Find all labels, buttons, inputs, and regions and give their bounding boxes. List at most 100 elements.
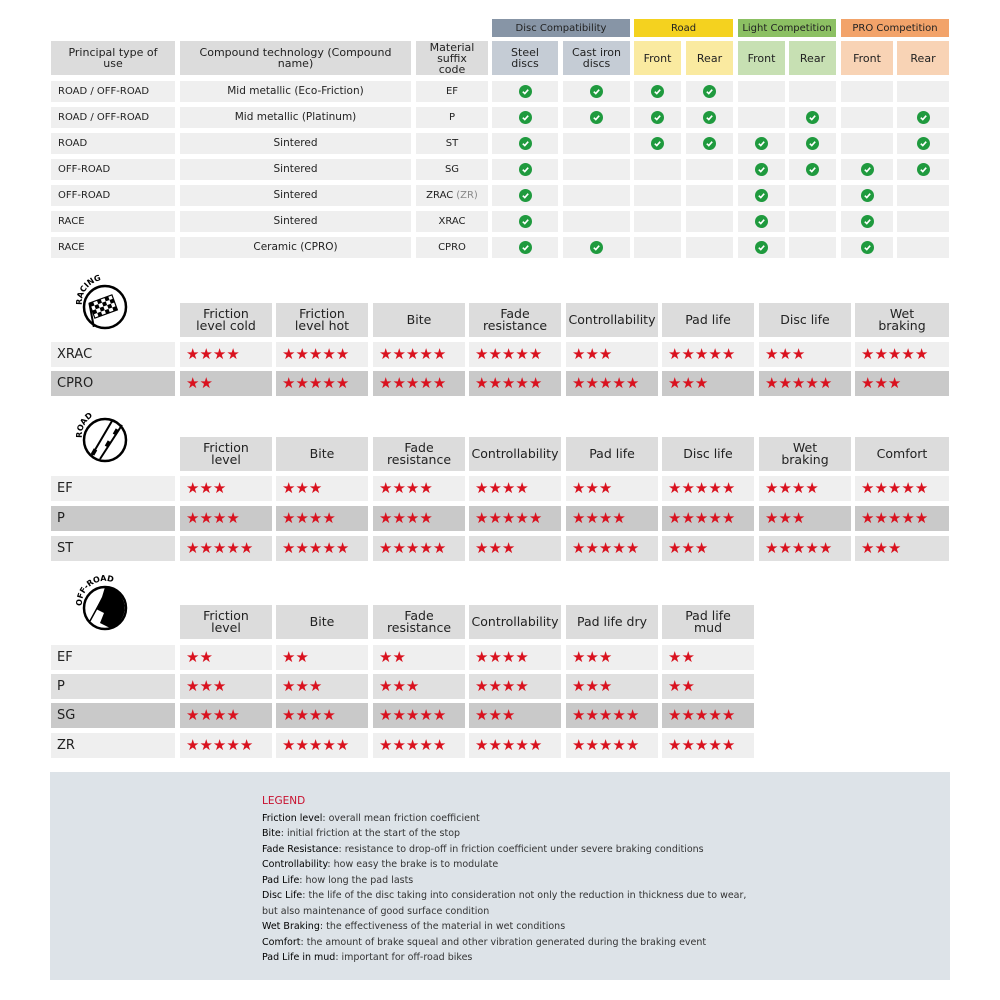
check-cell bbox=[563, 107, 630, 128]
star-icon: ★ bbox=[874, 345, 888, 363]
rating-row-label: P bbox=[51, 506, 175, 531]
legend-term: Friction level bbox=[262, 812, 323, 824]
check-circle-icon bbox=[755, 163, 768, 176]
star-icon: ★ bbox=[392, 374, 406, 392]
star-icon: ★ bbox=[528, 736, 543, 754]
star-icon: ★ bbox=[488, 677, 502, 695]
check-circle-icon bbox=[860, 215, 874, 228]
check-cell bbox=[686, 237, 733, 258]
legend-description: : initial friction at the start of the s… bbox=[280, 828, 461, 839]
star-icon: ★ bbox=[625, 374, 640, 392]
star-icon: ★ bbox=[778, 374, 792, 392]
legend-item: but also maintenance of good surface con… bbox=[262, 904, 746, 920]
star-icon: ★ bbox=[765, 345, 779, 363]
rating-column-header: Friction level hot bbox=[276, 303, 368, 337]
legend-term: Bite bbox=[262, 828, 281, 839]
star-icon: ★ bbox=[212, 736, 227, 754]
star-icon: ★ bbox=[186, 736, 200, 754]
star-rating: ★ ★ ★ ★ ★ bbox=[662, 506, 754, 531]
star-rating: ★ ★ ★ ★ ★ bbox=[855, 506, 949, 531]
star-icon: ★ bbox=[322, 374, 336, 392]
legend-description: : important for off-road bikes bbox=[335, 952, 473, 963]
check-cell bbox=[686, 81, 733, 102]
rating-row-label: ST bbox=[51, 536, 175, 561]
check-cell bbox=[492, 107, 558, 128]
star-rating: ★ ★ ★ ★ ★ bbox=[662, 733, 754, 758]
star-icon: ★ bbox=[488, 479, 502, 497]
star-icon: ★ bbox=[515, 736, 529, 754]
star-icon: ★ bbox=[475, 345, 489, 363]
star-icon: ★ bbox=[668, 539, 682, 557]
star-icon: ★ bbox=[308, 706, 323, 724]
check-circle-icon bbox=[703, 137, 716, 150]
use-cell: ROAD bbox=[51, 133, 175, 154]
code-text: ST bbox=[445, 138, 459, 149]
star-icon: ★ bbox=[322, 706, 336, 724]
star-rating: ★ ★ ★ ★ bbox=[180, 703, 272, 728]
star-icon: ★ bbox=[612, 509, 626, 527]
star-icon: ★ bbox=[572, 677, 586, 695]
star-icon: ★ bbox=[405, 345, 420, 363]
star-icon: ★ bbox=[598, 677, 613, 695]
star-icon: ★ bbox=[887, 345, 902, 363]
star-rating: ★ ★ ★ ★ ★ bbox=[180, 733, 272, 758]
star-rating: ★ ★ ★ bbox=[180, 674, 272, 699]
star-icon: ★ bbox=[405, 706, 420, 724]
star-icon: ★ bbox=[199, 374, 213, 392]
star-icon: ★ bbox=[295, 539, 309, 557]
check-circle-icon bbox=[518, 85, 532, 98]
column-header: Cast iron discs bbox=[563, 41, 630, 75]
check-circle-icon bbox=[860, 189, 874, 202]
star-icon: ★ bbox=[212, 479, 227, 497]
legend-term: Wet Braking bbox=[262, 921, 320, 932]
check-circle-icon bbox=[518, 137, 532, 150]
rating-column-header: Friction level cold bbox=[180, 303, 272, 337]
check-cell bbox=[738, 107, 785, 128]
check-cell bbox=[563, 185, 630, 206]
check-cell bbox=[841, 133, 893, 154]
star-icon: ★ bbox=[199, 736, 213, 754]
star-icon: ★ bbox=[805, 539, 819, 557]
check-cell bbox=[897, 133, 949, 154]
star-icon: ★ bbox=[392, 648, 406, 666]
star-icon: ★ bbox=[419, 706, 433, 724]
star-icon: ★ bbox=[379, 648, 393, 666]
star-icon: ★ bbox=[475, 374, 489, 392]
check-cell bbox=[789, 159, 836, 180]
check-cell bbox=[897, 237, 949, 258]
check-cell bbox=[738, 159, 785, 180]
star-icon: ★ bbox=[791, 539, 806, 557]
star-rating: ★ ★ ★ ★ bbox=[180, 342, 272, 367]
star-rating: ★ ★ ★ ★ ★ bbox=[566, 703, 658, 728]
rating-column-header: Controllability bbox=[469, 437, 561, 471]
star-icon: ★ bbox=[681, 345, 695, 363]
star-icon: ★ bbox=[914, 345, 929, 363]
check-circle-icon bbox=[860, 241, 874, 254]
legend-term: Fade Resistance bbox=[262, 843, 339, 855]
star-icon: ★ bbox=[721, 509, 736, 527]
rating-column-header: Controllability bbox=[566, 303, 658, 337]
star-icon: ★ bbox=[475, 539, 489, 557]
column-header: Steel discs bbox=[492, 41, 558, 75]
star-rating: ★ ★ ★ ★ bbox=[373, 506, 465, 531]
star-icon: ★ bbox=[308, 345, 323, 363]
star-icon: ★ bbox=[335, 539, 350, 557]
star-icon: ★ bbox=[778, 509, 792, 527]
rating-column-header: Wet braking bbox=[855, 303, 949, 337]
star-icon: ★ bbox=[585, 539, 599, 557]
star-icon: ★ bbox=[282, 479, 296, 497]
code-cell: P bbox=[416, 107, 488, 128]
star-icon: ★ bbox=[226, 509, 240, 527]
check-cell bbox=[492, 211, 558, 232]
star-icon: ★ bbox=[475, 648, 489, 666]
check-circle-icon bbox=[651, 85, 664, 98]
rating-column-header: Controllability bbox=[469, 605, 561, 639]
star-rating: ★ ★ ★ ★ ★ bbox=[566, 733, 658, 758]
star-icon: ★ bbox=[419, 539, 433, 557]
star-icon: ★ bbox=[598, 736, 613, 754]
star-icon: ★ bbox=[282, 539, 296, 557]
star-icon: ★ bbox=[668, 677, 682, 695]
star-icon: ★ bbox=[874, 374, 888, 392]
star-icon: ★ bbox=[668, 509, 682, 527]
star-icon: ★ bbox=[861, 539, 875, 557]
